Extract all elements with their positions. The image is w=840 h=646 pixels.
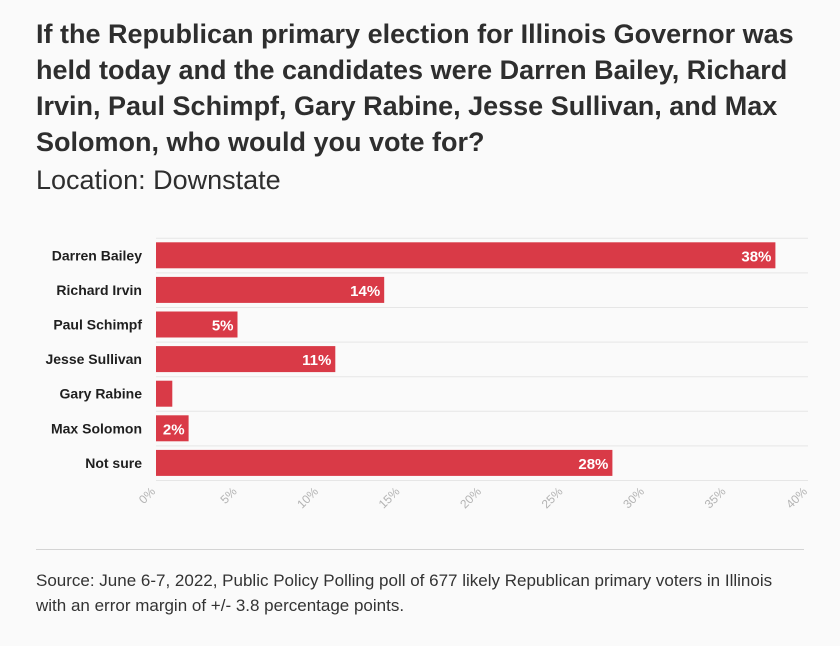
x-tick-label: 0% — [136, 484, 158, 506]
x-tick-label: 15% — [376, 484, 403, 511]
category-label: Jesse Sullivan — [45, 351, 142, 367]
x-tick-label: 40% — [783, 484, 810, 511]
category-label: Max Solomon — [51, 420, 142, 436]
category-label: Gary Rabine — [60, 386, 143, 402]
x-axis-ticks: 0% 5% 10% 15% 20% 25% 30% 35% 40% — [136, 484, 810, 511]
bar — [156, 242, 776, 269]
x-tick-label: 10% — [294, 484, 321, 511]
bar — [156, 276, 385, 303]
bar — [156, 415, 189, 442]
bars — [156, 242, 776, 476]
value-label: 28% — [578, 456, 608, 473]
value-label: 2% — [163, 421, 185, 438]
category-label: Darren Bailey — [52, 247, 142, 263]
chart-title: If the Republican primary election for I… — [36, 19, 794, 157]
bar-chart: Darren Bailey Richard Irvin Paul Schimpf Je… — [45, 237, 810, 511]
gridlines — [156, 237, 808, 481]
x-tick-label: 25% — [539, 484, 566, 511]
bar — [156, 449, 613, 476]
category-labels: Darren Bailey Richard Irvin Paul Schimpf Je… — [45, 247, 142, 471]
x-tick-label: 20% — [457, 484, 484, 511]
bar — [156, 380, 173, 407]
value-label: 11% — [302, 352, 331, 369]
bar — [156, 311, 238, 338]
value-label: 5% — [212, 318, 234, 335]
value-label: 38% — [741, 248, 771, 265]
x-tick-label: 5% — [217, 484, 239, 506]
source-note: Source: June 6-7, 2022, Public Policy Po… — [36, 571, 773, 615]
value-label: 14% — [350, 283, 380, 300]
x-tick-label: 30% — [620, 484, 647, 511]
chart-subtitle: Location: Downstate — [36, 165, 281, 195]
category-label: Paul Schimpf — [53, 317, 142, 333]
category-label: Richard Irvin — [56, 282, 142, 298]
value-labels: 38% 14% 5% 11% 2% 28% — [163, 248, 771, 473]
footer-divider — [36, 549, 804, 550]
bar — [156, 346, 336, 373]
category-label: Not sure — [85, 455, 142, 471]
x-tick-label: 35% — [702, 484, 729, 511]
